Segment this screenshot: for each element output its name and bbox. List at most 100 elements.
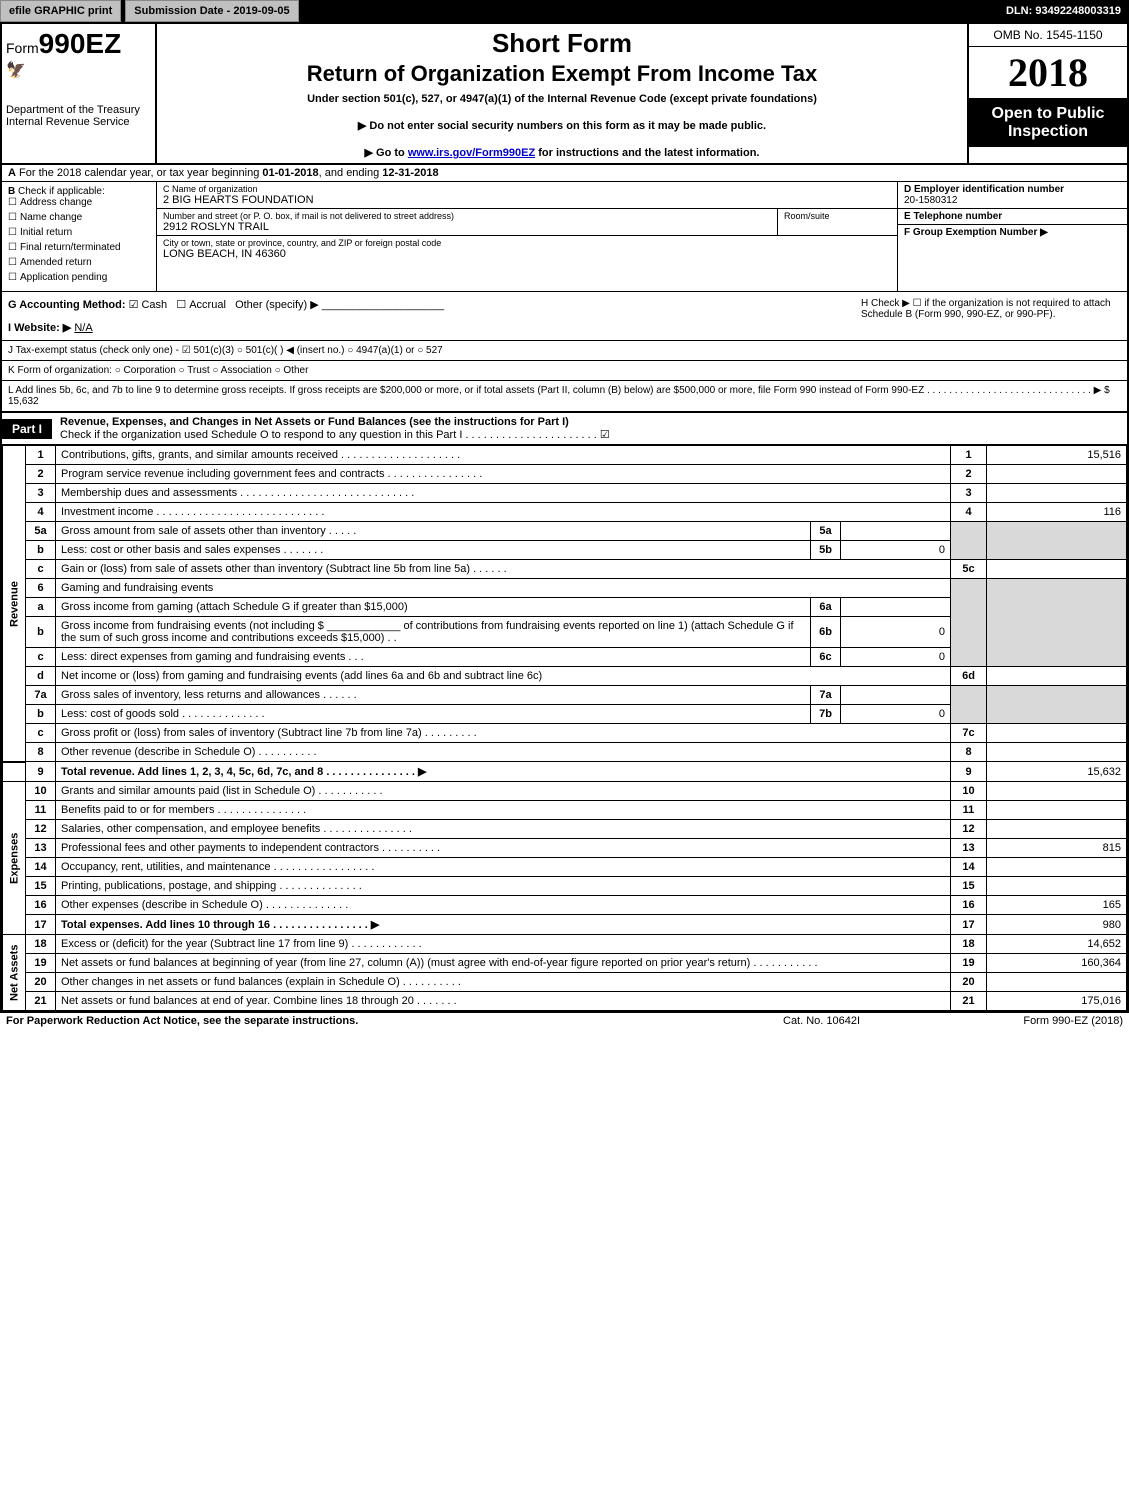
irs-link[interactable]: www.irs.gov/Form990EZ	[408, 147, 535, 159]
table-row: 12Salaries, other compensation, and empl…	[3, 820, 1127, 839]
part-1-label: Part I	[2, 419, 52, 439]
table-row: 17Total expenses. Add lines 10 through 1…	[3, 915, 1127, 935]
table-row: 15Printing, publications, postage, and s…	[3, 877, 1127, 896]
table-row: 13Professional fees and other payments t…	[3, 839, 1127, 858]
c-city-label: City or town, state or province, country…	[163, 238, 891, 248]
org-name: 2 BIG HEARTS FOUNDATION	[163, 194, 891, 206]
open-public-1: Open to Public	[973, 105, 1123, 123]
tax-year: 2018	[969, 47, 1127, 99]
open-public-2: Inspection	[973, 123, 1123, 141]
revenue-section-label: Revenue	[3, 446, 26, 762]
table-row: 14Occupancy, rent, utilities, and mainte…	[3, 858, 1127, 877]
table-row: 11Benefits paid to or for members . . . …	[3, 801, 1127, 820]
return-title: Return of Organization Exempt From Incom…	[163, 61, 961, 87]
footer-right: Form 990-EZ (2018)	[963, 1015, 1123, 1027]
row-l: L Add lines 5b, 6c, and 7b to line 9 to …	[2, 381, 1127, 413]
e-label: E Telephone number	[904, 211, 1002, 222]
c-city-row: City or town, state or province, country…	[157, 236, 897, 262]
part-1-title: Revenue, Expenses, and Changes in Net As…	[52, 413, 1127, 444]
dln-label: DLN: 93492248003319	[998, 0, 1129, 22]
table-row: 8 Other revenue (describe in Schedule O)…	[3, 743, 1127, 762]
c-addr-label: Number and street (or P. O. box, if mail…	[163, 211, 771, 221]
netassets-section-label: Net Assets	[3, 935, 26, 1011]
l-text: L Add lines 5b, 6c, and 7b to line 9 to …	[8, 385, 1110, 396]
chk-initial-return[interactable]: Initial return	[8, 227, 150, 238]
irs-eagle-icon: 🦅	[6, 60, 151, 80]
efile-print-button[interactable]: efile GRAPHIC print	[0, 0, 121, 22]
part-1-check: Check if the organization used Schedule …	[60, 429, 610, 441]
table-row: c Gain or (loss) from sale of assets oth…	[3, 560, 1127, 579]
chk-name-change[interactable]: Name change	[8, 212, 150, 223]
arrow-line-2: ▶ Go to www.irs.gov/Form990EZ for instru…	[163, 146, 961, 159]
chk-cash[interactable]	[129, 299, 142, 311]
room-label: Room/suite	[784, 211, 891, 221]
table-row: Revenue 1 Contributions, gifts, grants, …	[3, 446, 1127, 465]
a-text-pre: For the 2018 calendar year, or tax year …	[19, 167, 262, 179]
table-row: 7a Gross sales of inventory, less return…	[3, 686, 1127, 705]
org-city: LONG BEACH, IN 46360	[163, 248, 891, 260]
g-label: G Accounting Method:	[8, 299, 126, 311]
ein-value: 20-1580312	[904, 195, 1121, 206]
form-prefix: Form	[6, 40, 39, 56]
form-container: Form990EZ 🦅 Department of the Treasury I…	[0, 22, 1129, 1013]
table-row: 21Net assets or fund balances at end of …	[3, 992, 1127, 1011]
omb-number: OMB No. 1545-1150	[969, 24, 1127, 47]
header-mid: Short Form Return of Organization Exempt…	[157, 24, 967, 163]
top-bar: efile GRAPHIC print Submission Date - 20…	[0, 0, 1129, 22]
table-row: d Net income or (loss) from gaming and f…	[3, 667, 1127, 686]
submission-date: Submission Date - 2019-09-05	[125, 0, 298, 22]
line-amt: 15,516	[987, 446, 1127, 465]
b-label: B	[8, 186, 15, 197]
website-value: N/A	[74, 322, 92, 334]
chk-application-pending[interactable]: Application pending	[8, 272, 150, 283]
d-label: D Employer identification number	[904, 184, 1064, 195]
c-addr-row: Number and street (or P. O. box, if mail…	[157, 209, 897, 236]
part-1-header: Part I Revenue, Expenses, and Changes in…	[2, 413, 1127, 445]
table-row: 4 Investment income . . . . . . . . . . …	[3, 503, 1127, 522]
h-check: H Check ▶ ☐ if the organization is not r…	[861, 298, 1121, 334]
header-right: OMB No. 1545-1150 2018 Open to Public In…	[967, 24, 1127, 163]
line-desc: Contributions, gifts, grants, and simila…	[56, 446, 951, 465]
form-number-big: 990EZ	[39, 28, 122, 59]
dept-treasury: Department of the Treasury	[6, 104, 151, 116]
footer-mid: Cat. No. 10642I	[783, 1015, 963, 1027]
l-amount: 15,632	[8, 396, 39, 407]
arrow2-post: for instructions and the latest informat…	[535, 147, 759, 159]
table-row: 20Other changes in net assets or fund ba…	[3, 973, 1127, 992]
a-mid: , and ending	[319, 167, 383, 179]
g-other: Other (specify) ▶	[235, 299, 319, 311]
table-row: c Gross profit or (loss) from sales of i…	[3, 724, 1127, 743]
chk-accrual[interactable]	[176, 299, 189, 311]
row-g: G Accounting Method: Cash Accrual Other …	[2, 292, 1127, 341]
line-key: 1	[951, 446, 987, 465]
chk-address-change[interactable]: Address change	[8, 197, 150, 208]
row-j: J Tax-exempt status (check only one) - ☑…	[2, 341, 1127, 361]
arrow2-pre: ▶ Go to	[365, 147, 408, 159]
footer-left: For Paperwork Reduction Act Notice, see …	[6, 1015, 783, 1027]
b-head-text: Check if applicable:	[18, 186, 105, 197]
header-left: Form990EZ 🦅 Department of the Treasury I…	[2, 24, 157, 163]
org-street: 2912 ROSLYN TRAIL	[163, 221, 771, 233]
chk-final-return[interactable]: Final return/terminated	[8, 242, 150, 253]
table-row: Net Assets 18Excess or (deficit) for the…	[3, 935, 1127, 954]
subtitle: Under section 501(c), 527, or 4947(a)(1)…	[163, 93, 961, 105]
col-c: C Name of organization 2 BIG HEARTS FOUN…	[157, 182, 897, 291]
table-row: 16Other expenses (describe in Schedule O…	[3, 896, 1127, 915]
line-num: 1	[26, 446, 56, 465]
form-number: Form990EZ	[6, 28, 151, 60]
chk-amended-return[interactable]: Amended return	[8, 257, 150, 268]
i-label: I Website: ▶	[8, 322, 71, 334]
short-form-title: Short Form	[163, 28, 961, 59]
a-end: 12-31-2018	[382, 167, 438, 179]
table-row: 6 Gaming and fundraising events	[3, 579, 1127, 598]
e-phone: E Telephone number	[898, 209, 1127, 225]
open-to-public: Open to Public Inspection	[969, 99, 1127, 147]
table-row: 2 Program service revenue including gove…	[3, 465, 1127, 484]
table-row: Expenses 10 Grants and similar amounts p…	[3, 782, 1127, 801]
arrow-line-1: ▶ Do not enter social security numbers o…	[163, 119, 961, 132]
header-row: Form990EZ 🦅 Department of the Treasury I…	[2, 24, 1127, 165]
block-bc: B Check if applicable: Address change Na…	[2, 182, 1127, 292]
dept-irs: Internal Revenue Service	[6, 116, 151, 128]
c-name-row: C Name of organization 2 BIG HEARTS FOUN…	[157, 182, 897, 209]
b-heading: B Check if applicable:	[8, 186, 150, 197]
